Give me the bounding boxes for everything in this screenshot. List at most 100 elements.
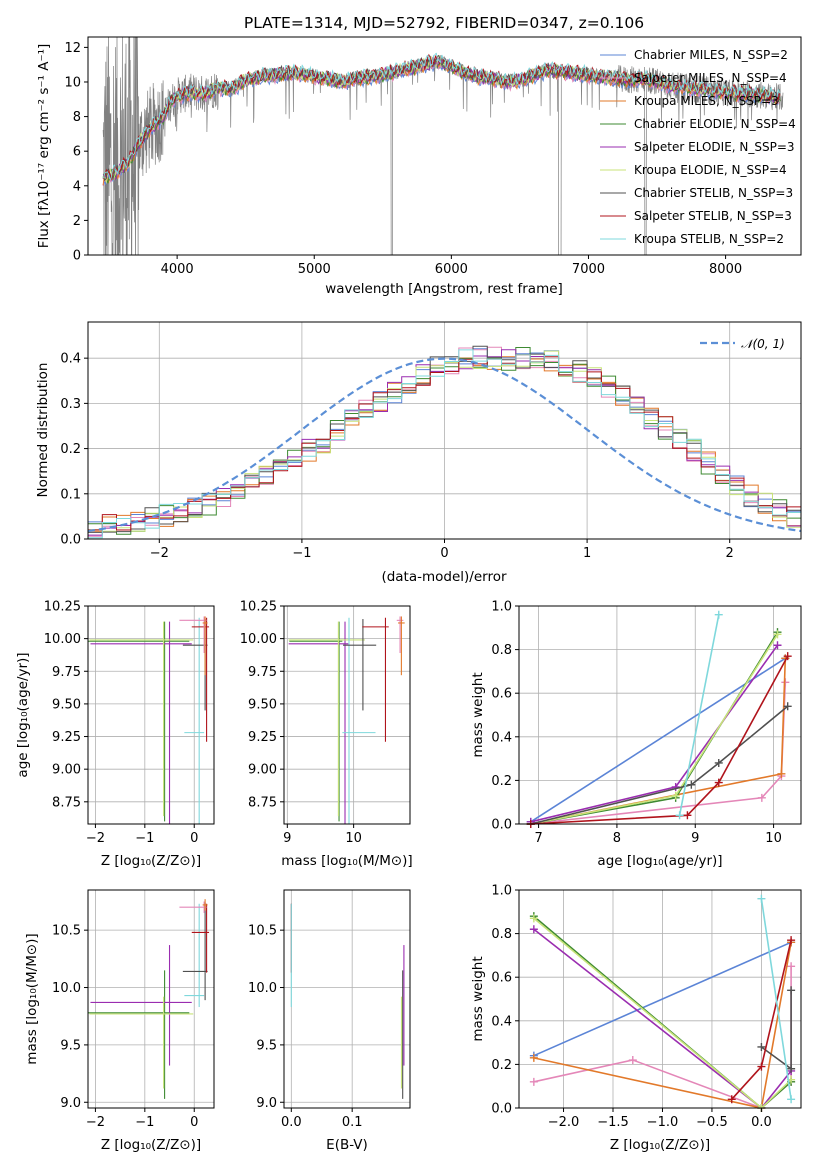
mass-vs-extinction-panel: 0.0 0.1 9.0 9.5 10.0 10.5 E(B-V) (248, 889, 411, 1153)
residual-y-label: Normed distribution (35, 363, 51, 498)
y-tick-label: 0.6 (491, 687, 512, 702)
spectrum-plot-area (102, 37, 784, 255)
mass-weight-series-line (530, 682, 787, 825)
mass-weight-marker (757, 1042, 766, 1051)
x-tick-label: 10 (765, 831, 782, 846)
mass-weight-marker (787, 986, 796, 995)
histogram-step-line (88, 349, 801, 539)
mass-weight-marker (787, 1095, 796, 1104)
y-tick-label: 9.5 (256, 1038, 277, 1053)
age-vs-metallicity-panel: −2 −1 0 8.75 9.00 9.25 9.50 9.75 10.00 10.25 Z [l… (15, 600, 215, 869)
y-tick-label: 0.4 (491, 1014, 512, 1029)
errorbar-group (88, 899, 210, 1099)
spectrum-title: PLATE=1314, MJD=52792, FIBERID=0347, z=0… (244, 14, 644, 32)
legend-label: Salpeter STELIB, N_SSP=3 (634, 209, 792, 223)
age-vs-metallicity-plot-area (88, 605, 214, 824)
mass-weight-marker (714, 778, 723, 787)
y-tick-label: 9.0 (60, 1096, 81, 1111)
x-tick-label: 10 (345, 831, 362, 846)
mass-vs-metallicity-x-label: Z [log₁₀(Z/Z⊙)] (101, 1137, 201, 1153)
y-tick-label: 0.2 (60, 442, 81, 457)
age-vs-metallicity-ticks: −2 −1 0 8.75 9.00 9.25 9.50 9.75 10.00 10.25 (44, 600, 199, 847)
y-tick-label: 10.0 (248, 981, 277, 996)
age-vs-metallicity-x-label: Z [log₁₀(Z/Z⊙)] (101, 853, 201, 869)
y-tick-label: 10.25 (44, 600, 81, 615)
y-tick-label: 10.25 (240, 600, 277, 615)
x-tick-label: −2 (86, 1115, 105, 1130)
age-vs-mass-panel: 9 10 8.75 9.00 9.25 9.50 9.75 10.00 10.25 mass [… (240, 600, 413, 870)
spectrum-y-ticks: 0 2 4 6 8 10 12 (64, 41, 88, 264)
y-tick-label: 1.0 (491, 600, 512, 615)
mass-weight-marker (787, 962, 796, 971)
spectrum-axes-frame (87, 36, 802, 256)
x-tick-label: −1 (292, 546, 311, 561)
y-tick-label: 10.5 (248, 924, 277, 939)
mass-vs-metallicity-ticks: −2 −1 0 9.0 9.5 10.0 10.5 (52, 924, 198, 1130)
y-tick-label: 2 (73, 214, 81, 229)
weight-vs-age-plot-area (519, 605, 801, 828)
x-tick-label: 8000 (709, 262, 742, 277)
weight-vs-metallicity-y-label: mass weight (470, 956, 486, 1041)
x-tick-label: 7 (534, 831, 542, 846)
x-tick-label: 1 (583, 546, 591, 561)
x-tick-label: 7000 (572, 262, 605, 277)
model-spectrum-line (102, 52, 781, 181)
normal-distribution-curve (87, 357, 802, 533)
legend-label: Kroupa ELODIE, N_SSP=4 (634, 163, 787, 177)
y-tick-label: 0.4 (60, 352, 81, 367)
mass-weight-marker (529, 1053, 538, 1062)
weight-vs-metallicity-plot-area (519, 889, 801, 1112)
x-tick-label: 5000 (298, 262, 331, 277)
y-tick-label: 0.8 (491, 927, 512, 942)
weight-vs-age-x-label: age [log₁₀(age/yr)] (597, 853, 722, 869)
spectrum-x-ticks: 4000 5000 6000 7000 8000 (161, 255, 742, 277)
y-tick-label: 0.2 (491, 774, 512, 789)
mass-weight-series-line (530, 644, 779, 823)
mass-weight-marker (628, 1056, 637, 1065)
y-tick-label: 0 (73, 249, 81, 264)
legend-label: Chabrier STELIB, N_SSP=3 (634, 186, 793, 200)
mass-weight-marker (671, 782, 680, 791)
x-tick-label: 0 (190, 1115, 198, 1130)
y-tick-label: 10.00 (240, 632, 277, 647)
y-tick-label: 0.1 (60, 487, 81, 502)
age-vs-metallicity-y-label: age [log₁₀(age/yr)] (15, 652, 31, 777)
y-tick-label: 0.6 (491, 971, 512, 986)
y-tick-label: 10.0 (52, 981, 81, 996)
y-tick-label: 4 (73, 179, 81, 194)
y-tick-label: 1.0 (491, 884, 512, 899)
mass-weight-series-line (530, 655, 789, 825)
weight-vs-age-ticks: 7 8 9 10 0.0 0.2 0.4 0.6 0.8 1.0 (491, 600, 782, 847)
legend-label: Kroupa STELIB, N_SSP=2 (634, 232, 784, 246)
y-tick-label: 0.4 (491, 730, 512, 745)
y-tick-label: 9.75 (248, 665, 277, 680)
legend-label: Salpeter ELODIE, N_SSP=3 (634, 140, 795, 154)
age-vs-mass-plot-area (284, 605, 410, 824)
y-tick-label: 0.8 (491, 643, 512, 658)
spectrum-legend: Chabrier MILES, N_SSP=2 Salpeter MILES, N… (600, 48, 796, 246)
residual-plot-area (87, 322, 802, 540)
mass-weight-series-line (530, 705, 789, 825)
x-tick-label: −2.0 (548, 1115, 580, 1130)
mass-weight-marker (671, 791, 680, 800)
residual-legend: 𝒩(0, 1) (700, 337, 785, 351)
x-tick-label: 6000 (435, 262, 468, 277)
x-tick-label: −2 (86, 831, 105, 846)
y-tick-label: 9.25 (52, 730, 81, 745)
mass-vs-metallicity-axes-frame (87, 889, 215, 1109)
mass-weight-marker (787, 1064, 796, 1073)
mass-weight-marker (529, 925, 538, 934)
y-tick-label: 10 (64, 75, 81, 90)
y-tick-label: 0.3 (60, 397, 81, 412)
mass-vs-extinction-axes-frame (283, 889, 411, 1109)
x-tick-label: 9 (691, 831, 699, 846)
mass-weight-marker (529, 1077, 538, 1086)
weight-vs-metallicity-x-label: Z [log₁₀(Z/Z⊙)] (610, 1137, 710, 1153)
y-tick-label: 9.5 (60, 1038, 81, 1053)
mass-weight-series-line (533, 941, 792, 1057)
mass-weight-series-line (530, 657, 786, 823)
y-tick-label: 9.00 (248, 763, 277, 778)
y-tick-label: 12 (64, 41, 81, 56)
mass-weight-marker (757, 894, 766, 903)
mass-vs-extinction-x-label: E(B-V) (326, 1137, 368, 1153)
